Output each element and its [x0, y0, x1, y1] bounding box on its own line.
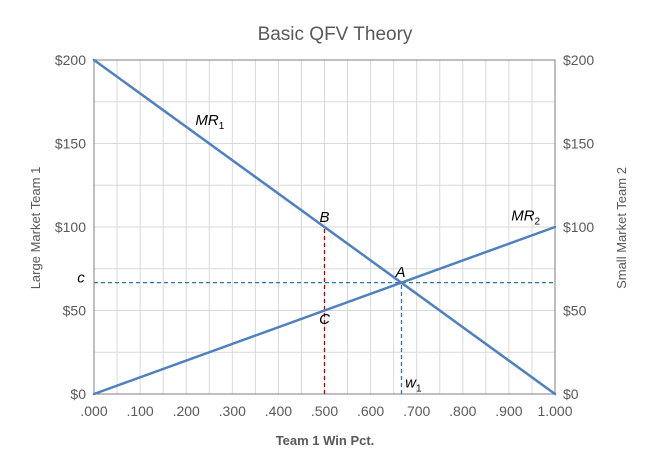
y-tick-label-right: $100	[563, 219, 594, 235]
gridlines	[94, 60, 555, 394]
annotation-c-axis: c	[77, 270, 85, 287]
annotation-b: B	[319, 209, 329, 226]
annotation-mr1: MR1	[195, 112, 224, 132]
x-tick-label: .000	[80, 403, 107, 419]
x-tick-label: .600	[357, 403, 384, 419]
series-line-mr1	[92, 58, 557, 396]
annotation-c-point: C	[319, 311, 330, 328]
annotation-a: A	[395, 264, 406, 281]
y-tick-label-left: $200	[55, 52, 86, 68]
y-tick-label-right: $150	[563, 136, 594, 152]
x-tick-label: 1.000	[537, 403, 572, 419]
x-tick-label: .400	[265, 403, 292, 419]
x-tick-label: .700	[403, 403, 430, 419]
y-axis-right-ticks: $0 $50 $100 $150 $200	[563, 52, 594, 402]
y-tick-label-right: $200	[563, 52, 594, 68]
annotation-w1: w1	[405, 374, 422, 394]
annotation-mr2: MR2	[511, 207, 540, 227]
x-tick-label: .900	[495, 403, 522, 419]
y-tick-label-left: $150	[55, 136, 86, 152]
x-tick-label: .100	[126, 403, 153, 419]
annotations: MR1 MR2 B A Cw1 c	[77, 112, 540, 394]
y-tick-label-right: $50	[563, 303, 587, 319]
chart-title: Basic QFV Theory	[258, 24, 413, 45]
series-lines	[92, 58, 557, 396]
series-line-mr2	[92, 225, 557, 396]
y-tick-label-left: $50	[63, 303, 87, 319]
y-axis-left-label: Large Market Team 1	[28, 167, 43, 290]
x-tick-label: .500	[311, 403, 338, 419]
x-tick-label: .300	[219, 403, 246, 419]
x-axis-label: Team 1 Win Pct.	[276, 433, 375, 448]
y-axis-right-label: Small Market Team 2	[614, 167, 629, 289]
y-tick-label-left: $0	[70, 386, 86, 402]
reference-lines	[94, 227, 555, 394]
y-tick-label-left: $100	[55, 219, 86, 235]
x-tick-label: .200	[173, 403, 200, 419]
y-axis-left-ticks: $0 $50 $100 $150 $200	[55, 52, 86, 402]
x-axis-ticks: .000 .100 .200 .300 .400 .500 .600 .700 .800 .900…	[80, 403, 572, 419]
y-tick-label-right: $0	[563, 386, 579, 402]
x-tick-label: .800	[449, 403, 476, 419]
